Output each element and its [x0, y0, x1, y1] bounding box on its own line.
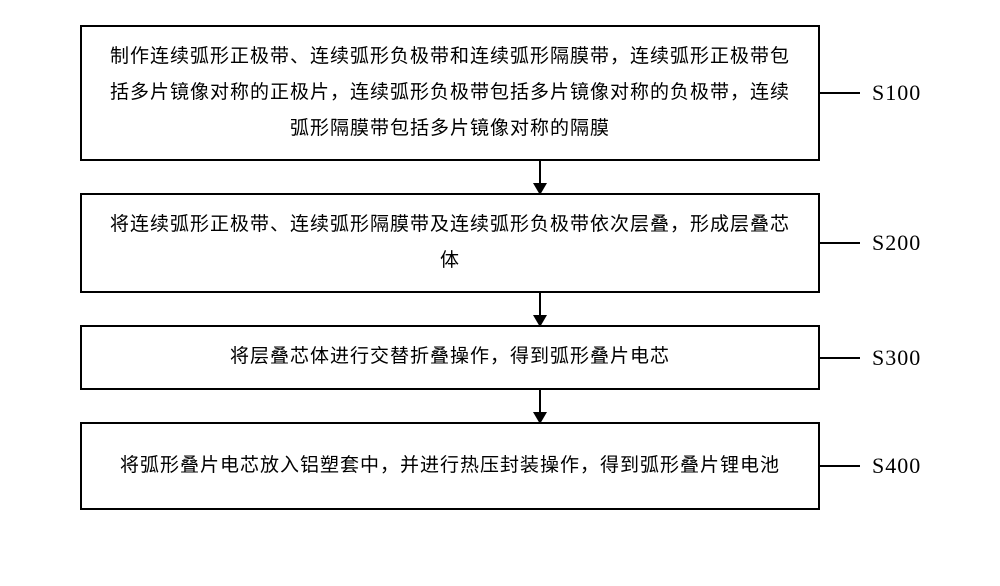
step-label-4: S400 — [872, 453, 921, 479]
step-label-1: S100 — [872, 80, 921, 106]
step-box-3: 将层叠芯体进行交替折叠操作，得到弧形叠片电芯 — [80, 325, 820, 389]
step-row-4: 将弧形叠片电芯放入铝塑套中，并进行热压封装操作，得到弧形叠片锂电池 S400 — [0, 422, 1000, 510]
step-label-2: S200 — [872, 230, 921, 256]
connector-line — [820, 242, 860, 244]
step-text: 制作连续弧形正极带、连续弧形负极带和连续弧形隔膜带，连续弧形正极带包括多片镜像对… — [102, 39, 798, 147]
flowchart-container: 制作连续弧形正极带、连续弧形负极带和连续弧形隔膜带，连续弧形正极带包括多片镜像对… — [0, 25, 1000, 510]
connector-line — [820, 465, 860, 467]
step-text: 将连续弧形正极带、连续弧形隔膜带及连续弧形负极带依次层叠，形成层叠芯体 — [102, 207, 798, 279]
step-box-1: 制作连续弧形正极带、连续弧形负极带和连续弧形隔膜带，连续弧形正极带包括多片镜像对… — [80, 25, 820, 161]
step-box-2: 将连续弧形正极带、连续弧形隔膜带及连续弧形负极带依次层叠，形成层叠芯体 — [80, 193, 820, 293]
step-text: 将层叠芯体进行交替折叠操作，得到弧形叠片电芯 — [230, 339, 670, 375]
arrow-2 — [170, 293, 910, 325]
step-row-2: 将连续弧形正极带、连续弧形隔膜带及连续弧形负极带依次层叠，形成层叠芯体 S200 — [0, 193, 1000, 293]
arrow-3 — [170, 390, 910, 422]
arrow-1 — [170, 161, 910, 193]
step-box-4: 将弧形叠片电芯放入铝塑套中，并进行热压封装操作，得到弧形叠片锂电池 — [80, 422, 820, 510]
step-row-3: 将层叠芯体进行交替折叠操作，得到弧形叠片电芯 S300 — [0, 325, 1000, 389]
step-text: 将弧形叠片电芯放入铝塑套中，并进行热压封装操作，得到弧形叠片锂电池 — [120, 448, 780, 484]
connector-line — [820, 92, 860, 94]
step-label-3: S300 — [872, 345, 921, 371]
connector-line — [820, 357, 860, 359]
step-row-1: 制作连续弧形正极带、连续弧形负极带和连续弧形隔膜带，连续弧形正极带包括多片镜像对… — [0, 25, 1000, 161]
